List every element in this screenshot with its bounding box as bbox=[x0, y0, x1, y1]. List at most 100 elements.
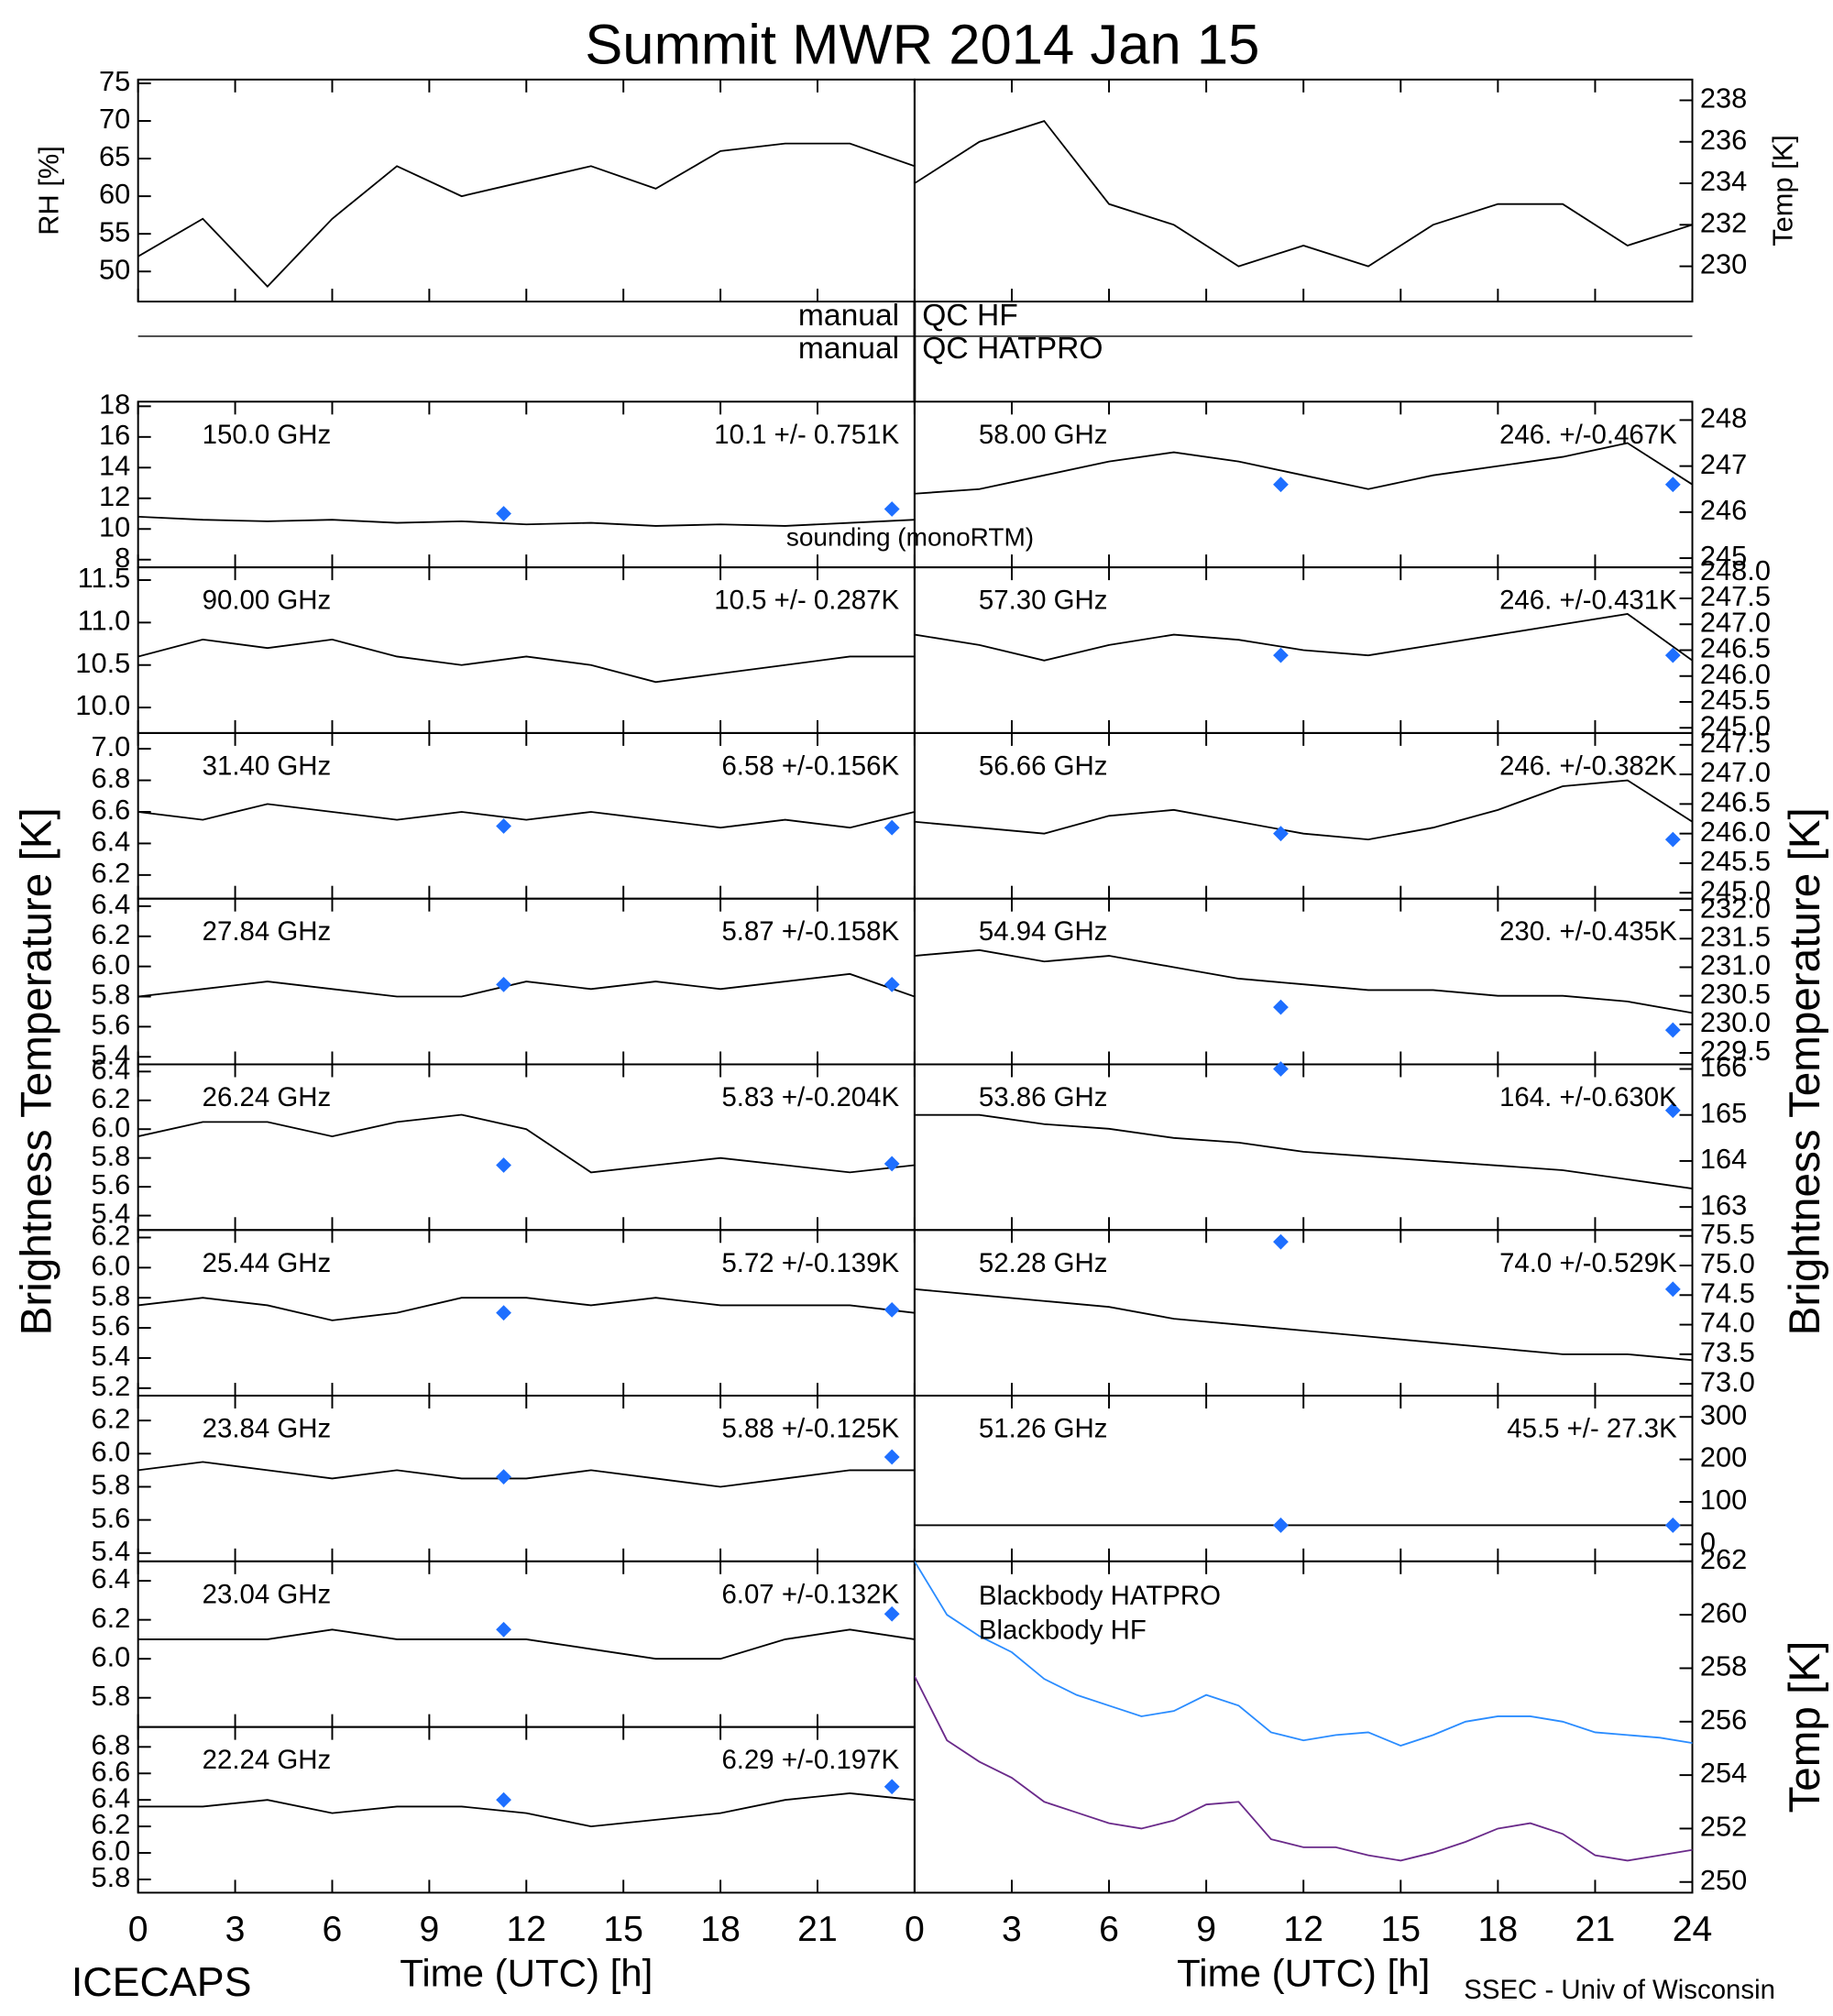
y-tick-label: 74.0 bbox=[1700, 1307, 1755, 1339]
channel-label: 51.26 GHz bbox=[979, 1414, 1108, 1444]
channel-label: 27.84 GHz bbox=[203, 916, 332, 947]
y-tick-label: 5.4 bbox=[91, 1038, 130, 1070]
y-tick-label: 165 bbox=[1700, 1097, 1747, 1129]
y-tick-label: 230.5 bbox=[1700, 978, 1771, 1010]
y-tick-label: 246.5 bbox=[1700, 786, 1771, 818]
x-tick-label: 18 bbox=[1478, 1910, 1519, 1949]
data-line bbox=[137, 1297, 915, 1321]
qc-label: QC HF bbox=[922, 299, 1018, 333]
sounding-point bbox=[1273, 999, 1289, 1015]
y-tick-label: 5.2 bbox=[91, 1370, 130, 1402]
x-tick-label: 0 bbox=[128, 1910, 148, 1949]
y-tick-label: 5.8 bbox=[91, 979, 130, 1011]
data-line bbox=[914, 1287, 1693, 1362]
channel-label: 56.66 GHz bbox=[979, 751, 1108, 781]
footer: SSEC - Univ of Wisconsin bbox=[1464, 1975, 1775, 2005]
data-line bbox=[137, 1113, 915, 1174]
y-tick-label: 5.8 bbox=[91, 1279, 130, 1311]
y-tick-label: 6.6 bbox=[91, 794, 130, 826]
channel-label: 54.94 GHz bbox=[979, 916, 1108, 947]
sounding-point bbox=[1664, 1022, 1681, 1038]
channel-label: 23.04 GHz bbox=[203, 1579, 332, 1609]
channel-stat: 45.5 +/- 27.3K bbox=[1507, 1414, 1677, 1444]
y-tick-label: 5.8 bbox=[91, 1680, 130, 1712]
y-tick-label: 245.0 bbox=[1700, 709, 1771, 741]
sounding-point bbox=[884, 819, 900, 836]
sounding-point bbox=[1664, 1102, 1681, 1119]
y-tick-label: 73.0 bbox=[1700, 1365, 1755, 1397]
y-tick-label: 246.0 bbox=[1700, 658, 1771, 690]
y-tick-label: 7.0 bbox=[91, 730, 130, 762]
channel-stat: 6.29 +/-0.197K bbox=[721, 1745, 899, 1775]
legend-entry: Blackbody HATPRO bbox=[979, 1581, 1221, 1611]
channel-label: 22.24 GHz bbox=[203, 1745, 332, 1775]
channel-stat: 5.83 +/-0.204K bbox=[721, 1082, 899, 1112]
y-tick-label: 100 bbox=[1700, 1484, 1747, 1516]
data-line bbox=[137, 1792, 915, 1828]
x-tick-label: 12 bbox=[506, 1910, 546, 1949]
sounding-point bbox=[884, 1779, 900, 1795]
y-tick-label: 256 bbox=[1700, 1704, 1747, 1736]
sounding-point bbox=[496, 1621, 511, 1638]
sounding-point bbox=[884, 1449, 900, 1465]
x-tick-label: 0 bbox=[905, 1910, 925, 1949]
y-tick-label: 245 bbox=[1700, 540, 1747, 572]
y-tick-label: 6.4 bbox=[91, 1562, 130, 1594]
x-tick-label: 15 bbox=[603, 1910, 643, 1949]
sounding-point bbox=[884, 976, 900, 992]
sounding-point bbox=[1664, 1281, 1681, 1298]
x-tick-label: 9 bbox=[1196, 1910, 1216, 1949]
channel-label: 23.84 GHz bbox=[203, 1414, 332, 1444]
y-tick-label: 18 bbox=[99, 388, 130, 420]
y-tick-label: 200 bbox=[1700, 1441, 1747, 1474]
sounding-point bbox=[1664, 1517, 1681, 1533]
y-tick-label: 5.8 bbox=[91, 1140, 130, 1172]
y-tick-label: 60 bbox=[99, 178, 130, 210]
y-tick-label: 5.4 bbox=[91, 1198, 130, 1230]
x-tick-label: 24 bbox=[1673, 1910, 1713, 1949]
y-tick-label: 6.2 bbox=[91, 918, 130, 950]
data-line bbox=[914, 779, 1693, 841]
x-axis-title: Time (UTC) [h] bbox=[1177, 1952, 1430, 1995]
x-tick-label: 3 bbox=[225, 1910, 246, 1949]
title: Summit MWR 2014 Jan 15 bbox=[585, 13, 1259, 76]
channel-stat: 246. +/-0.467K bbox=[1499, 420, 1677, 450]
y-tick-label: 5.6 bbox=[91, 1309, 130, 1342]
channel-label: 90.00 GHz bbox=[203, 586, 332, 616]
y-tick-label: 231.5 bbox=[1700, 920, 1771, 952]
y-tick-label: 247.0 bbox=[1700, 606, 1771, 638]
y-tick-label: 6.2 bbox=[91, 1402, 130, 1434]
y-tick-label: 6.4 bbox=[91, 826, 130, 858]
channel-label: 52.28 GHz bbox=[979, 1248, 1108, 1278]
data-line bbox=[137, 972, 915, 998]
channel-stat: 74.0 +/-0.529K bbox=[1499, 1248, 1677, 1278]
y-tick-label: 5.4 bbox=[91, 1535, 130, 1567]
y-tick-label: 0 bbox=[1700, 1526, 1716, 1558]
channel-stat: 6.07 +/-0.132K bbox=[721, 1579, 899, 1609]
y-tick-label: 6.0 bbox=[91, 1835, 130, 1867]
data-line bbox=[137, 142, 915, 288]
sounding-point bbox=[1273, 647, 1289, 663]
panel-frame bbox=[913, 78, 1694, 303]
y-tick-label: 252 bbox=[1700, 1811, 1747, 1843]
y-tick-label: 6.8 bbox=[91, 1728, 130, 1760]
y-tick-label: 6.0 bbox=[91, 1249, 130, 1281]
y-tick-label: 230.0 bbox=[1700, 1006, 1771, 1038]
y-tick-label: 75 bbox=[99, 65, 130, 97]
y-tick-label: 5.6 bbox=[91, 1168, 130, 1200]
x-tick-label: 21 bbox=[1575, 1910, 1616, 1949]
sounding-point bbox=[1273, 1061, 1289, 1077]
sounding-point bbox=[1273, 1233, 1289, 1250]
channel-stat: 246. +/-0.431K bbox=[1499, 586, 1677, 616]
y-tick-label: 10.5 bbox=[75, 647, 130, 679]
y-tick-label: 74.5 bbox=[1700, 1276, 1755, 1309]
y-tick-label: 260 bbox=[1700, 1596, 1747, 1628]
x-tick-label: 18 bbox=[700, 1910, 741, 1949]
data-line bbox=[914, 948, 1693, 1014]
channel-stat: 10.5 +/- 0.287K bbox=[714, 586, 899, 616]
y-tick-label: 10 bbox=[99, 510, 130, 542]
y-tick-label: 16 bbox=[99, 419, 130, 451]
y-tick-label: 238 bbox=[1700, 82, 1747, 115]
channel-stat: 5.88 +/-0.125K bbox=[721, 1414, 899, 1444]
y-tick-label: 12 bbox=[99, 480, 130, 512]
